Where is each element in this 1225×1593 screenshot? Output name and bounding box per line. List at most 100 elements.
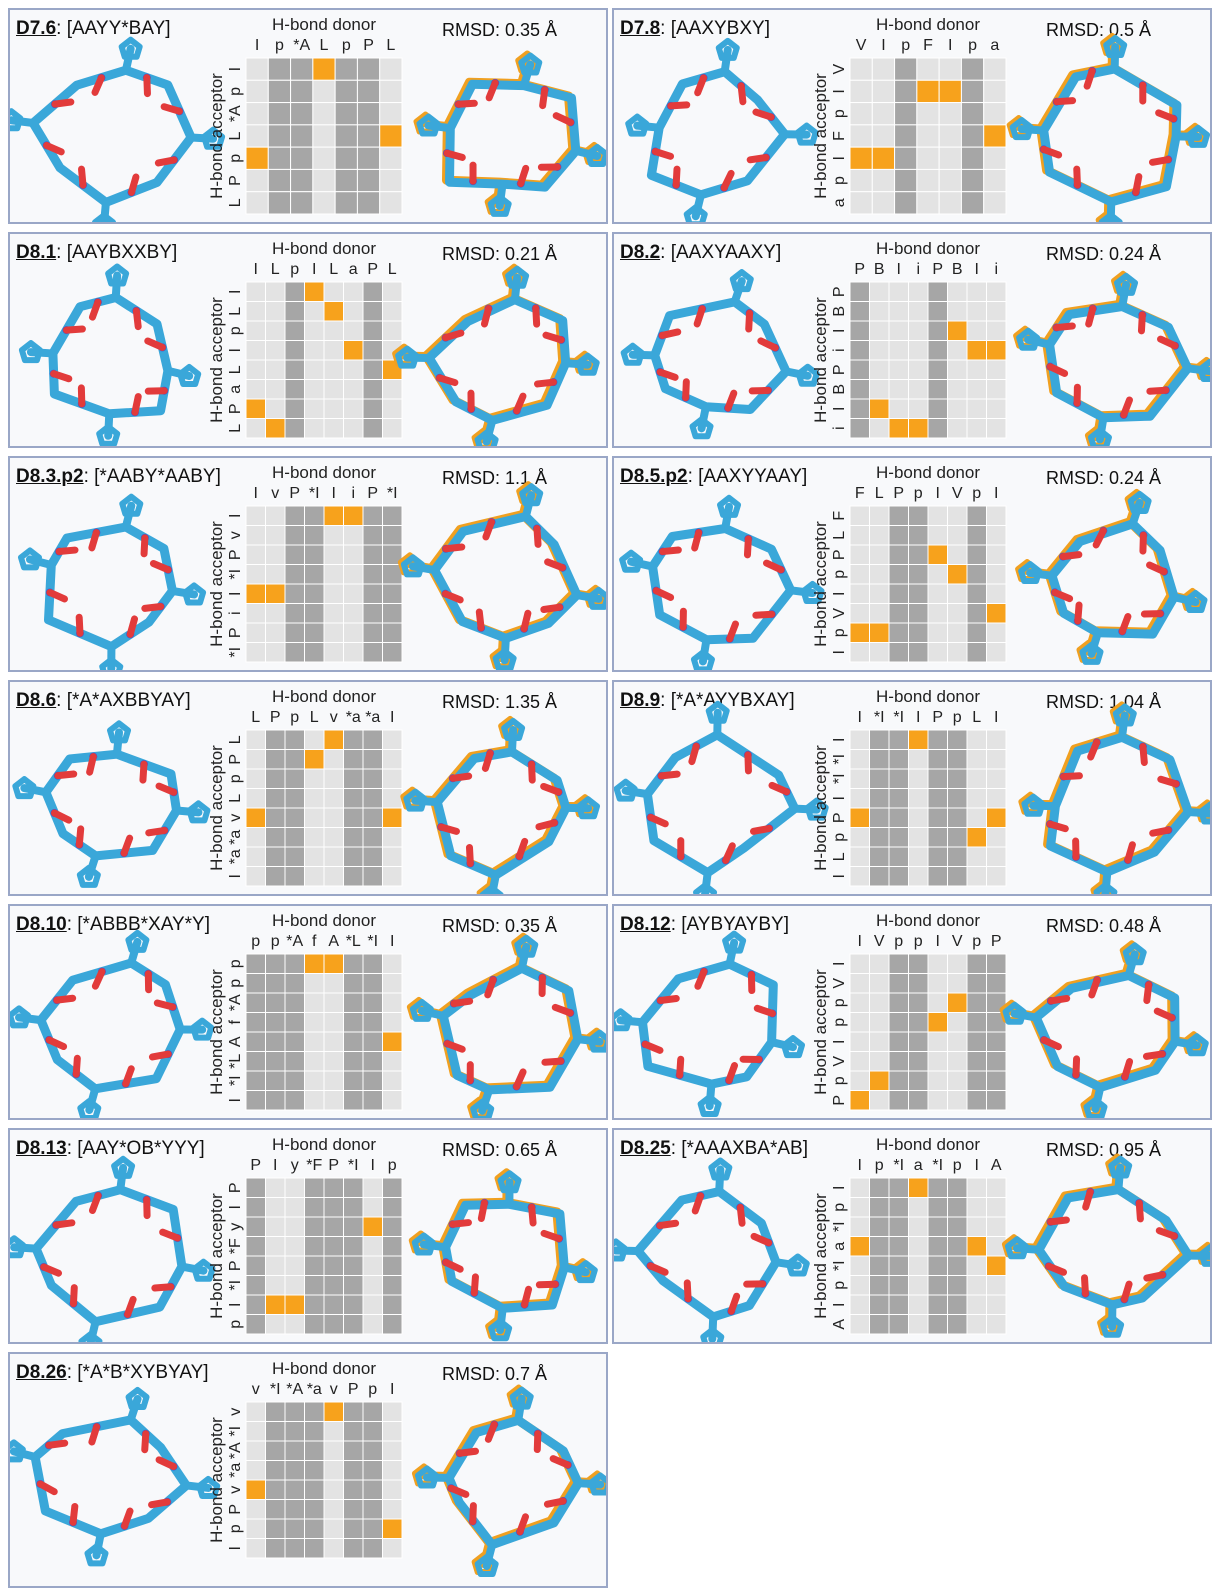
structure-model	[614, 930, 806, 1118]
donor-label: *A	[286, 933, 303, 950]
heatmap-cell	[908, 788, 929, 809]
heatmap-cell	[265, 379, 286, 400]
design-name: D8.2	[620, 242, 661, 263]
heatmap-cell	[343, 866, 364, 887]
acceptor-label: v	[227, 814, 244, 822]
heatmap-cell	[312, 124, 336, 148]
heatmap-cell	[343, 622, 364, 643]
predicted-structure	[10, 1386, 221, 1567]
heatmap-cell	[908, 1090, 929, 1111]
heatmap-cell	[343, 642, 364, 663]
donor-label: I	[858, 1157, 862, 1174]
heatmap-cell	[986, 1216, 1007, 1237]
donor-label: p	[901, 37, 910, 54]
carbonyl-oxygen	[744, 751, 752, 775]
carbonyl-oxygen	[676, 1055, 685, 1079]
hbond-cell	[362, 1216, 383, 1237]
heatmap-cell	[947, 973, 968, 994]
sequence-pattern: [*A*B*XYBYAY]	[77, 1362, 209, 1383]
acceptor-label: p	[227, 154, 244, 163]
heatmap-cell	[960, 191, 985, 215]
heatmap-cell	[265, 1051, 286, 1072]
carbonyl-oxygen	[1148, 156, 1172, 166]
heatmap-cell	[849, 544, 870, 565]
heatmap-cell	[986, 1051, 1007, 1072]
heatmap-cell	[849, 418, 870, 439]
heatmap-cell	[265, 807, 286, 828]
acceptor-label: I	[831, 1186, 848, 1190]
heatmap-cell	[869, 1216, 890, 1237]
acceptor-label: I	[227, 1303, 244, 1307]
carbonyl-oxygen	[141, 603, 165, 612]
carbonyl-oxygen	[148, 1498, 171, 1509]
heatmap-cell	[323, 564, 344, 585]
carbonyl-oxygen	[1135, 1199, 1144, 1223]
hbond-cell	[849, 1236, 870, 1257]
donor-axis-title: H-bond donor	[876, 239, 980, 258]
heatmap-cell	[284, 1275, 305, 1296]
heatmap-cell	[362, 846, 383, 867]
panel-d8-6: D8.6: [*A*AXBBYAY] RMSD: 1.35 Å H-bond don…	[8, 680, 608, 896]
heatmap-cell	[927, 281, 948, 302]
heatmap-cell	[290, 191, 314, 215]
donor-label: P	[348, 1381, 359, 1398]
donor-label: I	[936, 485, 940, 502]
heatmap-cell	[362, 1538, 383, 1559]
heatmap-cell	[245, 505, 266, 526]
heatmap-cell	[986, 1275, 1007, 1296]
acceptor-label: P	[227, 549, 244, 560]
heatmap-cell	[986, 398, 1007, 419]
carbonyl-oxygen	[722, 842, 736, 864]
carbonyl-oxygen	[442, 329, 465, 342]
heatmap-cell	[986, 846, 1007, 867]
heatmap-cell	[947, 340, 968, 361]
heatmap-cell	[908, 992, 929, 1013]
carbonyl-oxygen	[1085, 305, 1097, 328]
heatmap-cell	[323, 1440, 344, 1461]
heatmap-cell	[927, 953, 948, 974]
heatmap-cell	[888, 973, 909, 994]
heatmap-cell	[379, 57, 403, 81]
heatmap-cell	[362, 1401, 383, 1422]
panel-title: D8.12: [AYBYAYBY]	[620, 914, 789, 936]
heatmap-cell	[265, 1518, 286, 1539]
heatmap-cell	[382, 866, 403, 887]
heatmap-cell	[343, 953, 364, 974]
heatmap-cell	[265, 1012, 286, 1033]
donor-axis-title: H-bond donor	[272, 463, 376, 482]
carbonyl-oxygen	[456, 1447, 480, 1457]
heatmap-cell	[245, 525, 266, 546]
acceptor-label: *I	[227, 569, 244, 580]
heatmap-cell	[983, 79, 1007, 104]
acceptor-label: P	[227, 403, 244, 414]
carbonyl-oxygen	[155, 782, 178, 796]
acceptor-label: V	[831, 63, 848, 74]
heatmap-cell	[849, 505, 870, 526]
hbond-cell	[323, 505, 344, 526]
rmsd-value: RMSD: 0.5 Å	[1046, 20, 1152, 40]
heatmap-cell	[908, 320, 929, 341]
donor-label: I	[390, 709, 394, 726]
heatmap-cell	[356, 146, 381, 170]
heatmap-cell	[304, 1460, 325, 1481]
heatmap-cell	[849, 281, 870, 302]
design-name: D8.5.p2	[620, 466, 688, 487]
heatmap-cell	[334, 191, 358, 215]
heatmap-cell	[888, 749, 909, 770]
donor-label: p	[271, 933, 280, 950]
acceptor-label: *I	[831, 754, 848, 765]
heatmap-cell	[382, 1479, 403, 1500]
heatmap-cell	[947, 301, 968, 322]
heatmap-cell	[267, 168, 292, 193]
acceptor-label: P	[227, 627, 244, 638]
carbonyl-oxygen	[1045, 1262, 1068, 1276]
acceptor-label: *I	[227, 647, 244, 658]
rmsd-value: RMSD: 0.7 Å	[442, 1364, 548, 1384]
hbond-cell	[849, 1090, 870, 1111]
carbonyl-oxygen	[155, 1456, 178, 1471]
heatmap-cell	[908, 1314, 929, 1335]
heatmap-cell	[334, 79, 358, 104]
carbonyl-oxygen	[470, 1273, 479, 1297]
